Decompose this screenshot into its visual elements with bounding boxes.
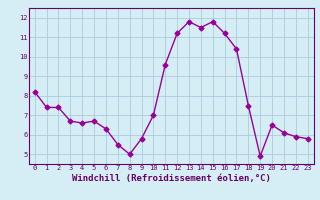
X-axis label: Windchill (Refroidissement éolien,°C): Windchill (Refroidissement éolien,°C) bbox=[72, 174, 271, 183]
